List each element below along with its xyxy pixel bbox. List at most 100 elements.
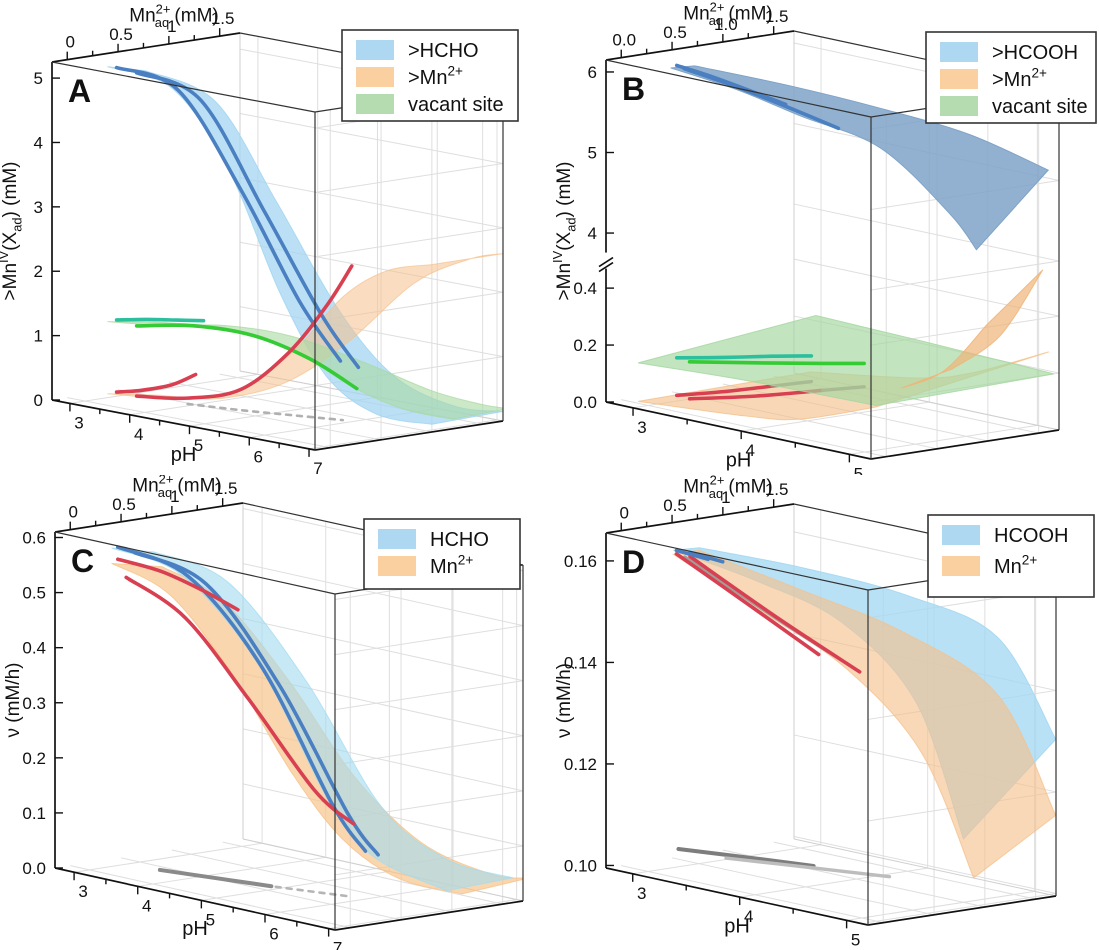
curve-mn-data-2	[134, 264, 354, 401]
z-tick-label: 0.2	[22, 749, 46, 768]
legend-swatch	[940, 42, 978, 62]
panel-D-plot: 3 4 5 0 0.5 1 1.5 0.10 0.12 0.14 0.16 pH Mn2+ aq (mM)…	[554, 475, 1095, 949]
y-tick-label: 1	[170, 487, 179, 506]
surface->HCOOH	[670, 65, 1050, 251]
z-tick-label: 0.12	[564, 755, 597, 774]
legend-swatch	[942, 525, 980, 545]
x-tick-label: 4	[744, 907, 753, 926]
z-tick-label: 1	[34, 327, 43, 346]
z-tick-label: 0.2	[573, 336, 597, 355]
curve-vacant-data-1	[114, 317, 206, 323]
x-axis-title: pH	[726, 450, 752, 472]
curve-mn-data-1	[114, 372, 198, 394]
x-tick-label: 3	[637, 418, 646, 437]
curve-vacant-data-2	[134, 323, 359, 391]
x-tick-label: 5	[194, 436, 203, 455]
y-axis-title: Mn2+ aq (mM)	[132, 475, 221, 500]
z-tick-label: 2	[34, 262, 43, 281]
plot-area-B	[637, 63, 1055, 421]
z-tick-label: 0.0	[22, 859, 46, 878]
x-tick-label: 4	[745, 441, 754, 460]
z-tick-label: 0.10	[564, 856, 597, 875]
curve-hcooh-data-2	[688, 550, 725, 564]
x-tick-label: 4	[142, 896, 151, 915]
legend-label: vacant site	[408, 94, 504, 116]
surface-vacant site	[637, 315, 1055, 407]
panel-B: 3 4 5 0.0 0.5 1.0 1.5 0.0 0.2 0.4 4 5 6 pH Mn2+ aq (mM)…	[550, 0, 1099, 475]
legend-label: HCOOH	[994, 525, 1068, 547]
legend-B: >HCOOH>Mn2+ vacant site	[925, 31, 1097, 124]
z-axis-title: ν (mM/h)	[554, 663, 575, 738]
curve-vacant-data-1	[674, 354, 814, 360]
z-tick-label: 6	[588, 63, 597, 82]
legend-D: HCOOH Mn2+	[927, 514, 1095, 598]
y-tick-label: 1.5	[765, 7, 789, 26]
x-tick-label: 6	[254, 448, 263, 467]
z-tick-label: 5	[588, 144, 597, 163]
ticks-B: 3 4 5 0.0 0.5 1.0 1.5 0.0 0.2 0.4 4 5 6	[573, 7, 863, 475]
panel-C: 3 4 5 6 7 0 0.5 1 1.5 0.0 0.1 0.2 0.3 0.4 0.5 0.6 pH Mn2+…	[0, 475, 550, 950]
y-tick-label: 1.5	[211, 9, 235, 28]
y-tick-label: 1.5	[765, 480, 789, 499]
z-tick-label: 0.3	[22, 694, 46, 713]
curve-hcho-data-2	[134, 71, 361, 370]
legend-label: Mn2+	[430, 553, 473, 578]
legend-label: >HCHO	[408, 40, 479, 62]
panel-letter: B	[622, 71, 645, 107]
x-tick-label: 7	[333, 939, 342, 950]
z-axis-title: ν (mM/h)	[3, 663, 24, 738]
curve-floor-trace-dashed	[186, 402, 345, 422]
y-tick-label: 0	[620, 504, 629, 523]
y-axis-title: Mn2+ aq (mM)	[129, 2, 218, 30]
x-tick-label: 6	[269, 925, 278, 944]
curve-hcho-data-2	[132, 550, 380, 857]
z-axis-title: >MnIV(Xad) (mM)	[550, 162, 578, 301]
ticks-C: 3 4 5 6 7 0 0.5 1 1.5 0.0 0.1 0.2 0.3 0.4 0.5 0.6	[22, 479, 342, 950]
legend-swatch	[940, 96, 978, 116]
x-axis-title: pH	[171, 444, 197, 466]
box-edges-C	[54, 502, 524, 931]
z-tick-label: 0.4	[22, 639, 46, 658]
legend-swatch	[378, 529, 416, 549]
panel-letter: D	[622, 544, 645, 580]
panel-B-plot: 3 4 5 0.0 0.5 1.0 1.5 0.0 0.2 0.4 4 5 6 pH Mn2+ aq (mM)…	[550, 0, 1097, 475]
z-axis-title: >MnIV(Xad) (mM)	[0, 162, 24, 301]
y-tick-label: 0.0	[612, 31, 636, 50]
surface->Mn2+ rise	[901, 269, 1044, 389]
plot-area-A	[107, 65, 503, 425]
curve-mn-data-1	[674, 384, 774, 398]
ticks-D: 3 4 5 0 0.5 1 1.5 0.10 0.12 0.14 0.16	[564, 480, 860, 949]
z-tick-label: 4	[34, 133, 43, 152]
x-tick-label: 5	[851, 930, 860, 949]
legend-swatch	[356, 67, 394, 87]
x-tick-label: 7	[313, 459, 322, 475]
curve-floor-trace-solid	[157, 867, 274, 889]
legend-label: HCHO	[430, 529, 489, 551]
legend-swatch	[942, 556, 980, 576]
curve-hcooh-data-2	[682, 66, 841, 131]
x-axis-title: pH	[724, 916, 750, 938]
legend-swatch	[356, 40, 394, 60]
y-axis-title: Mn2+ aq (mM)	[683, 0, 772, 28]
y-tick-label: 0	[69, 503, 78, 522]
x-tick-label: 3	[78, 882, 87, 901]
legend-swatch	[940, 69, 978, 89]
plot-area-C	[111, 545, 523, 898]
x-tick-label: 3	[74, 413, 83, 432]
z-tick-label: 3	[34, 198, 43, 217]
z-tick-label: 5	[34, 69, 43, 88]
x-axis-title: pH	[182, 918, 208, 940]
curve-mn-data-1	[674, 552, 821, 657]
y-tick-label: 1	[167, 17, 176, 36]
curve-mn-data-1	[115, 557, 240, 612]
panel-letter: A	[68, 73, 91, 109]
curve-mn-data-2	[124, 575, 356, 826]
z-tick-label: 0.4	[573, 279, 597, 298]
x-tick-label: 4	[134, 425, 143, 444]
z-tick-label: 0.0	[573, 393, 597, 412]
x-tick-label: 5	[854, 464, 863, 475]
legend-label: >Mn2+	[992, 66, 1047, 91]
y-tick-label: 0.5	[663, 496, 687, 515]
legend-label: vacant site	[992, 96, 1088, 118]
